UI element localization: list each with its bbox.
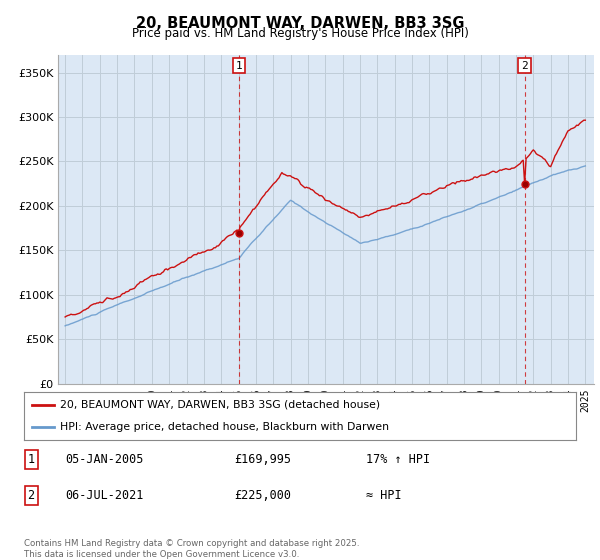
Text: 2: 2 [521,60,528,71]
Text: Contains HM Land Registry data © Crown copyright and database right 2025.
This d: Contains HM Land Registry data © Crown c… [24,539,359,559]
Text: 20, BEAUMONT WAY, DARWEN, BB3 3SG: 20, BEAUMONT WAY, DARWEN, BB3 3SG [136,16,464,31]
Text: 1: 1 [236,60,242,71]
Text: £225,000: £225,000 [234,489,291,502]
Text: Price paid vs. HM Land Registry's House Price Index (HPI): Price paid vs. HM Land Registry's House … [131,27,469,40]
Text: HPI: Average price, detached house, Blackburn with Darwen: HPI: Average price, detached house, Blac… [60,422,389,432]
Text: 17% ↑ HPI: 17% ↑ HPI [366,453,430,466]
Text: 20, BEAUMONT WAY, DARWEN, BB3 3SG (detached house): 20, BEAUMONT WAY, DARWEN, BB3 3SG (detac… [60,400,380,410]
Text: 06-JUL-2021: 06-JUL-2021 [65,489,144,502]
Text: £169,995: £169,995 [234,453,291,466]
Text: 05-JAN-2005: 05-JAN-2005 [65,453,144,466]
Text: 2: 2 [28,489,35,502]
Text: 1: 1 [28,453,35,466]
Text: ≈ HPI: ≈ HPI [366,489,402,502]
